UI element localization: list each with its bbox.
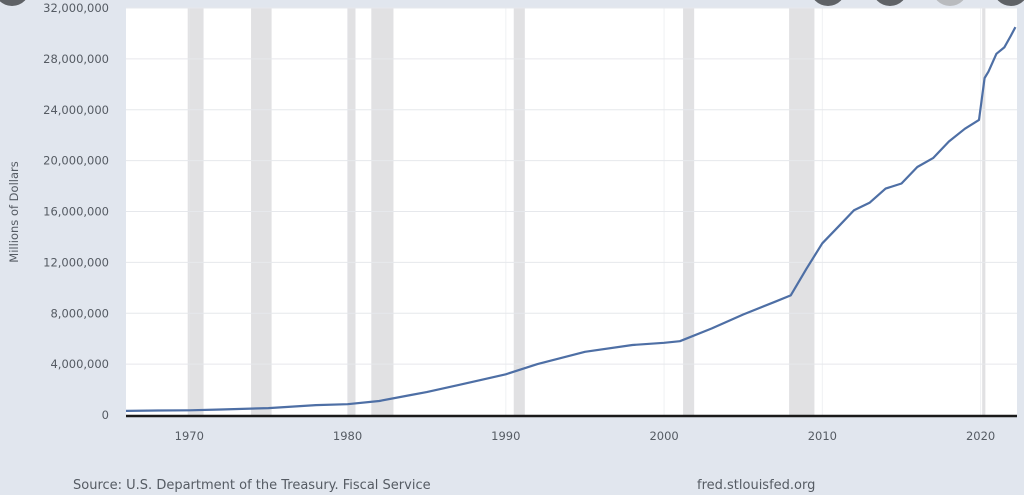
x-tick-label: 2000	[649, 429, 678, 443]
x-tick-label: 2010	[808, 429, 837, 443]
x-tick-label: 1990	[491, 429, 520, 443]
y-axis-label: Millions of Dollars	[7, 161, 21, 262]
debt-line-series[interactable]	[125, 26, 1017, 412]
y-axis-ticks: 0 4,000,000 8,000,000 12,000,000 16,000,000 2…	[43, 1, 109, 422]
y-tick-label: 28,000,000	[43, 52, 109, 66]
y-tick-label: 0	[102, 408, 109, 422]
x-tick-label: 2020	[966, 429, 995, 443]
overlay-button-left[interactable]	[0, 0, 30, 6]
x-axis-ticks: 1970 1980 1990 2000 2010 2020	[175, 429, 996, 443]
overlay-button-4[interactable]	[993, 0, 1024, 6]
y-tick-label: 12,000,000	[43, 255, 109, 269]
x-tick-label: 1970	[175, 429, 204, 443]
y-tick-label: 32,000,000	[43, 1, 109, 15]
gridlines	[126, 7, 1017, 415]
overlay-button-2[interactable]	[872, 0, 908, 6]
overlay-button-1[interactable]	[810, 0, 846, 6]
plot-area	[125, 7, 1017, 418]
x-tick-label: 1980	[333, 429, 362, 443]
y-tick-label: 8,000,000	[50, 306, 109, 320]
source-note: Source: U.S. Department of the Treasury.…	[73, 478, 431, 493]
y-tick-label: 24,000,000	[43, 103, 109, 117]
y-tick-label: 4,000,000	[50, 357, 109, 371]
y-tick-label: 16,000,000	[43, 205, 109, 219]
overlay-button-3[interactable]	[932, 0, 968, 6]
site-link[interactable]: fred.stlouisfed.org	[697, 478, 816, 493]
y-tick-label: 20,000,000	[43, 154, 109, 168]
